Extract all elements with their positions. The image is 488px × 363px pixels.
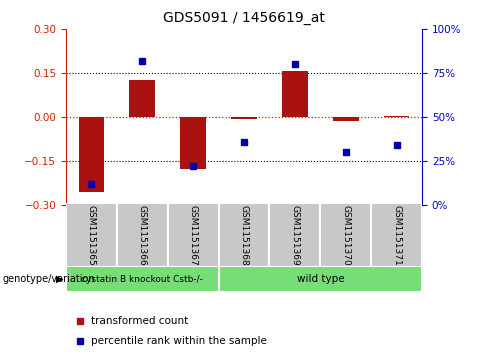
Text: GSM1151367: GSM1151367 bbox=[188, 205, 198, 266]
Bar bbox=[269, 203, 320, 267]
Bar bbox=[66, 203, 117, 267]
Text: GSM1151370: GSM1151370 bbox=[341, 205, 350, 266]
Bar bbox=[117, 203, 168, 267]
Text: GSM1151368: GSM1151368 bbox=[240, 205, 248, 266]
Bar bbox=[384, 115, 409, 117]
Text: GSM1151369: GSM1151369 bbox=[290, 205, 300, 266]
Bar bbox=[282, 71, 307, 117]
Text: genotype/variation: genotype/variation bbox=[2, 274, 95, 284]
Bar bbox=[66, 266, 219, 292]
Bar bbox=[320, 203, 371, 267]
Bar bbox=[231, 117, 257, 119]
Bar bbox=[129, 79, 155, 117]
Text: GSM1151365: GSM1151365 bbox=[87, 205, 96, 266]
Bar bbox=[333, 117, 359, 121]
Bar bbox=[168, 203, 219, 267]
Text: GSM1151371: GSM1151371 bbox=[392, 205, 401, 266]
Text: transformed count: transformed count bbox=[91, 316, 188, 326]
Text: GSM1151366: GSM1151366 bbox=[138, 205, 147, 266]
Bar bbox=[219, 203, 269, 267]
Text: percentile rank within the sample: percentile rank within the sample bbox=[91, 336, 266, 346]
Bar bbox=[371, 203, 422, 267]
Text: ▶: ▶ bbox=[56, 274, 63, 284]
Bar bbox=[181, 117, 206, 169]
Bar bbox=[79, 117, 104, 192]
Text: wild type: wild type bbox=[297, 274, 344, 284]
Bar bbox=[219, 266, 422, 292]
Title: GDS5091 / 1456619_at: GDS5091 / 1456619_at bbox=[163, 11, 325, 25]
Text: cystatin B knockout Cstb-/-: cystatin B knockout Cstb-/- bbox=[81, 275, 203, 284]
